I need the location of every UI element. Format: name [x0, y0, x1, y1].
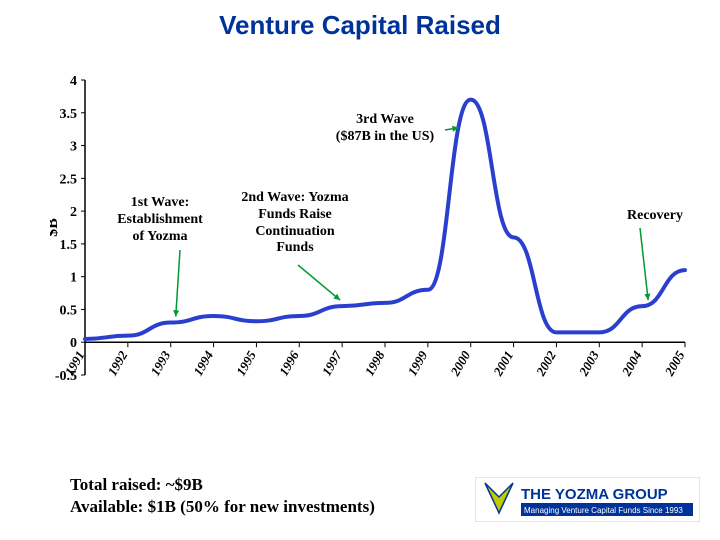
annotation-recovery: Recovery	[615, 208, 695, 225]
svg-text:1.5: 1.5	[60, 238, 78, 253]
svg-text:1: 1	[70, 271, 77, 286]
annotation-line: Continuation	[225, 224, 365, 241]
svg-text:THE YOZMA GROUP: THE YOZMA GROUP	[521, 486, 668, 503]
svg-text:2005: 2005	[661, 348, 688, 379]
svg-text:1999: 1999	[404, 348, 430, 378]
footer-line2: Available: $1B (50% for new investments)	[70, 496, 375, 518]
svg-text:2.5: 2.5	[60, 172, 78, 187]
annotation-line: Funds	[225, 240, 365, 257]
annotation-line: 3rd Wave	[310, 112, 460, 129]
annotation-line: Funds Raise	[225, 207, 365, 224]
annotation-line: of Yozma	[105, 229, 215, 246]
annotation-wave2: 2nd Wave: Yozma Funds Raise Continuation…	[225, 190, 365, 257]
chart-container: -0.500.511.522.533.54$B19911992199319941…	[50, 70, 690, 440]
annotation-wave1: 1st Wave: Establishment of Yozma	[105, 195, 215, 245]
annotation-line: Establishment	[105, 212, 215, 229]
svg-text:2003: 2003	[575, 348, 602, 379]
svg-text:3: 3	[70, 140, 77, 155]
svg-text:1995: 1995	[233, 348, 259, 378]
footer-summary: Total raised: ~$9B Available: $1B (50% f…	[70, 474, 375, 518]
svg-text:2001: 2001	[490, 348, 516, 379]
annotation-line: ($87B in the US)	[310, 129, 460, 146]
svg-text:1991: 1991	[62, 348, 88, 378]
annotation-wave3: 3rd Wave ($87B in the US)	[310, 112, 460, 146]
annotation-line: 2nd Wave: Yozma	[225, 190, 365, 207]
svg-text:1994: 1994	[190, 348, 216, 378]
svg-text:1993: 1993	[147, 348, 173, 378]
chart-title: Venture Capital Raised	[0, 0, 720, 41]
logo-svg: THE YOZMA GROUP Managing Venture Capital…	[475, 477, 700, 522]
yozma-logo: THE YOZMA GROUP Managing Venture Capital…	[475, 477, 700, 522]
svg-text:3.5: 3.5	[60, 107, 78, 122]
svg-text:1997: 1997	[319, 348, 345, 378]
svg-text:2: 2	[70, 205, 77, 220]
annotation-line: 1st Wave:	[105, 195, 215, 212]
svg-text:1992: 1992	[104, 348, 130, 378]
svg-text:2000: 2000	[447, 348, 474, 379]
svg-text:1998: 1998	[362, 348, 388, 378]
svg-text:2002: 2002	[533, 348, 560, 379]
svg-text:1996: 1996	[276, 348, 302, 378]
svg-text:4: 4	[70, 74, 77, 89]
svg-text:2004: 2004	[618, 348, 645, 379]
svg-text:Managing Venture Capital Funds: Managing Venture Capital Funds Since 199…	[524, 506, 683, 515]
annotation-text: Recovery	[627, 208, 683, 223]
svg-text:0.5: 0.5	[60, 303, 78, 318]
footer-line1: Total raised: ~$9B	[70, 474, 375, 496]
svg-text:$B: $B	[50, 218, 61, 237]
